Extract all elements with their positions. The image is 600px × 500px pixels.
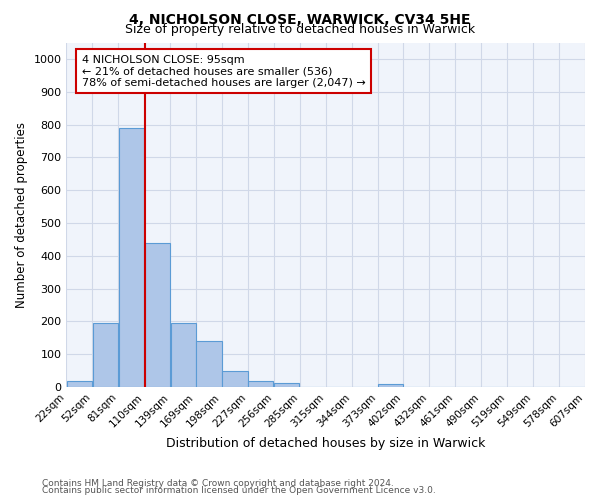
Bar: [196, 341, 221, 387]
Text: Size of property relative to detached houses in Warwick: Size of property relative to detached ho…: [125, 22, 475, 36]
Bar: [248, 382, 274, 387]
Bar: [170, 323, 196, 387]
Bar: [67, 381, 92, 387]
X-axis label: Distribution of detached houses by size in Warwick: Distribution of detached houses by size …: [166, 437, 485, 450]
Bar: [119, 128, 144, 387]
Bar: [223, 371, 248, 387]
Y-axis label: Number of detached properties: Number of detached properties: [15, 122, 28, 308]
Text: Contains public sector information licensed under the Open Government Licence v3: Contains public sector information licen…: [42, 486, 436, 495]
Bar: [274, 383, 299, 387]
Text: Contains HM Land Registry data © Crown copyright and database right 2024.: Contains HM Land Registry data © Crown c…: [42, 478, 394, 488]
Text: 4 NICHOLSON CLOSE: 95sqm
← 21% of detached houses are smaller (536)
78% of semi-: 4 NICHOLSON CLOSE: 95sqm ← 21% of detach…: [82, 54, 366, 88]
Bar: [145, 242, 170, 387]
Bar: [378, 384, 403, 387]
Text: 4, NICHOLSON CLOSE, WARWICK, CV34 5HE: 4, NICHOLSON CLOSE, WARWICK, CV34 5HE: [129, 12, 471, 26]
Bar: [93, 323, 118, 387]
